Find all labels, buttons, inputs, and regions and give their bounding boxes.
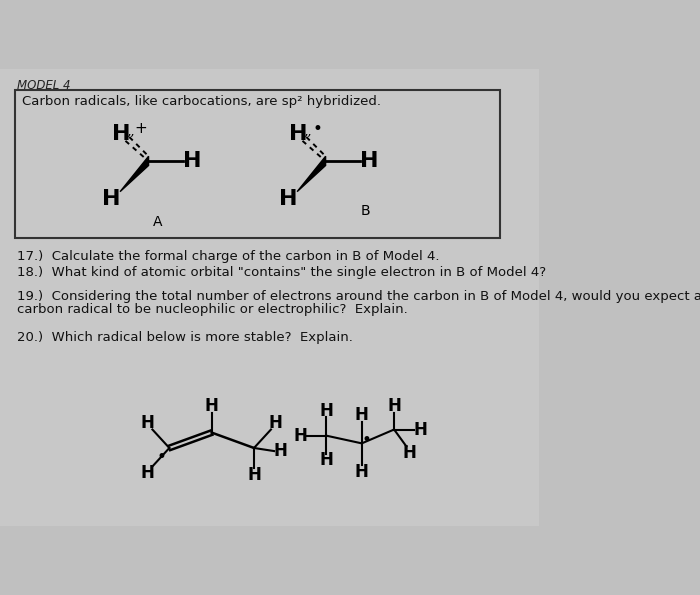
Text: H: H <box>360 151 379 171</box>
Text: •: • <box>157 448 167 466</box>
Text: H: H <box>111 124 130 144</box>
Text: H: H <box>293 427 307 444</box>
Text: 17.)  Calculate the formal charge of the carbon in B of Model 4.: 17.) Calculate the formal charge of the … <box>17 250 440 263</box>
Text: H: H <box>204 397 218 415</box>
Text: H: H <box>269 414 283 433</box>
Text: H: H <box>288 124 307 144</box>
Text: H: H <box>319 402 333 420</box>
Text: H: H <box>402 444 416 462</box>
Text: 20.)  Which radical below is more stable?  Explain.: 20.) Which radical below is more stable?… <box>17 331 353 344</box>
Text: H: H <box>387 397 401 415</box>
Text: H: H <box>319 451 333 469</box>
Text: •: • <box>361 431 371 449</box>
Text: H: H <box>183 151 202 171</box>
Text: ,,: ,, <box>304 126 313 139</box>
Text: Carbon radicals, like carbocations, are sp² hybridized.: Carbon radicals, like carbocations, are … <box>22 95 381 108</box>
Text: H: H <box>355 406 369 424</box>
Text: carbon radical to be nucleophilic or electrophilic?  Explain.: carbon radical to be nucleophilic or ele… <box>17 302 407 315</box>
Text: •: • <box>313 120 323 137</box>
Text: H: H <box>355 463 369 481</box>
Text: 19.)  Considering the total number of electrons around the carbon in B of Model : 19.) Considering the total number of ele… <box>17 290 700 303</box>
Text: H: H <box>141 414 155 433</box>
Bar <box>15 90 500 238</box>
Text: H: H <box>141 464 155 481</box>
Polygon shape <box>297 156 326 192</box>
Text: 18.)  What kind of atomic orbital "contains" the single electron in B of Model 4: 18.) What kind of atomic orbital "contai… <box>17 265 546 278</box>
Text: +: + <box>134 121 147 136</box>
Text: H: H <box>273 442 287 460</box>
Text: B: B <box>360 204 370 218</box>
Text: H: H <box>279 189 297 209</box>
Text: A: A <box>153 215 162 228</box>
Text: H: H <box>102 189 120 209</box>
Text: H: H <box>413 421 427 439</box>
Text: ,,: ,, <box>127 126 136 139</box>
Text: H: H <box>247 466 261 484</box>
Polygon shape <box>120 156 148 192</box>
Text: MODEL 4: MODEL 4 <box>17 79 71 92</box>
